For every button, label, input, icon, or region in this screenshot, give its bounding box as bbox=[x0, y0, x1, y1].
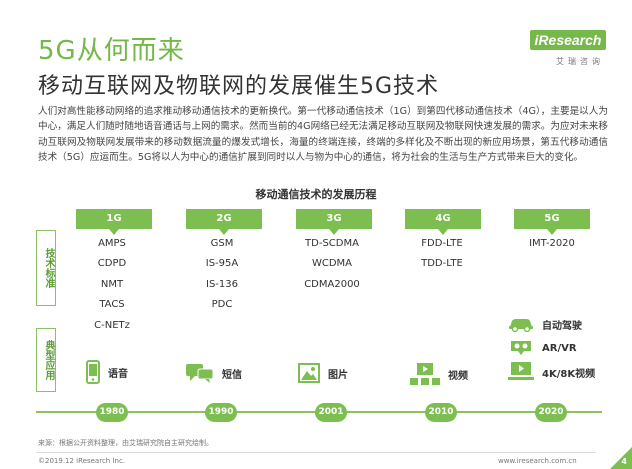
standards-3g: TD-SCDMA WCDMA CDMA2000 bbox=[294, 234, 370, 295]
standard-item: CDPD bbox=[97, 258, 127, 270]
app-label-autonomous: 自动驾驶 bbox=[542, 320, 582, 332]
standard-item: CDMA2000 bbox=[304, 278, 360, 290]
standards-1g: AMPS CDPD NMT TACS C-NETz bbox=[74, 234, 150, 336]
generation-2g: 2G bbox=[186, 209, 262, 235]
generation-3g: 3G bbox=[296, 209, 372, 235]
standard-item: AMPS bbox=[98, 238, 126, 249]
app-sms: 短信 bbox=[186, 363, 242, 383]
footer-divider bbox=[36, 452, 596, 453]
page-number: 4 bbox=[621, 457, 627, 466]
video-player-icon bbox=[410, 363, 440, 385]
app-4k8k-video: 4K/8K视频 bbox=[508, 362, 595, 382]
car-icon bbox=[509, 319, 533, 332]
standard-item: FDD-LTE bbox=[421, 238, 463, 249]
app-video: 视频 bbox=[410, 363, 468, 385]
intro-paragraph: 人们对高性能移动网络的追求推动移动通信技术的更新换代。第一代移动通信技术（1G）… bbox=[38, 106, 608, 164]
side-label-applications: 典型应用 bbox=[36, 328, 56, 392]
app-voice: 语音 bbox=[86, 360, 128, 384]
standard-item: C-NETz bbox=[94, 319, 130, 331]
generation-5g: 5G bbox=[514, 209, 590, 235]
logo-brand: iResearch bbox=[530, 30, 606, 50]
side-label-standards: 技术标准 bbox=[36, 230, 56, 306]
standard-item: TD-SCDMA bbox=[305, 238, 359, 249]
app-label-video: 视频 bbox=[448, 370, 468, 382]
logo-subtext: 艾瑞咨询 bbox=[556, 57, 604, 66]
year-1990: 1990 bbox=[205, 403, 237, 422]
app-autonomous: 自动驾驶 bbox=[508, 316, 582, 332]
standard-item: WCDMA bbox=[311, 258, 353, 270]
app-label-picture: 图片 bbox=[328, 369, 348, 381]
app-label-4k8k-video: 4K/8K视频 bbox=[542, 368, 596, 380]
page-subtitle: 移动互联网及物联网的发展催生5G技术 bbox=[38, 74, 440, 99]
year-1980: 1980 bbox=[96, 403, 128, 422]
source-note: 来源：根据公开资料整理，由艾瑞研究院自主研究绘制。 bbox=[38, 439, 213, 447]
standard-item: IS-136 bbox=[206, 278, 238, 290]
page-corner bbox=[610, 447, 632, 469]
standards-2g: GSM IS-95A IS-136 PDC bbox=[184, 234, 260, 316]
app-picture: 图片 bbox=[298, 363, 348, 383]
app-label-arvr: AR/VR bbox=[542, 342, 577, 354]
app-arvr: AR/VR bbox=[508, 339, 577, 357]
phone-icon bbox=[86, 360, 100, 384]
standard-item: IMT-2020 bbox=[529, 238, 575, 249]
page-title: 5G从何而来 bbox=[38, 36, 185, 66]
year-2001: 2001 bbox=[315, 403, 347, 422]
standard-item: PDC bbox=[211, 299, 233, 311]
standard-item: IS-95A bbox=[205, 258, 239, 270]
generation-4g: 4G bbox=[405, 209, 481, 235]
standard-item: GSM bbox=[210, 238, 234, 249]
standard-item: NMT bbox=[100, 278, 124, 290]
app-label-sms: 短信 bbox=[222, 369, 242, 381]
standard-item: TACS bbox=[99, 299, 125, 311]
app-label-voice: 语音 bbox=[108, 368, 128, 380]
iresearch-logo: iResearch 艾瑞咨询 bbox=[526, 26, 610, 66]
tv-icon bbox=[508, 362, 534, 380]
standard-item: TDD-LTE bbox=[421, 258, 463, 270]
chart-title: 移动通信技术的发展历程 bbox=[255, 188, 377, 201]
year-2020: 2020 bbox=[535, 403, 567, 422]
website-link: www.iresearch.com.cn bbox=[498, 457, 577, 465]
standards-4g: FDD-LTE TDD-LTE bbox=[404, 234, 480, 275]
vr-headset-icon bbox=[511, 341, 531, 355]
standards-5g: IMT-2020 bbox=[514, 234, 590, 254]
generation-1g: 1G bbox=[76, 209, 152, 235]
year-2010: 2010 bbox=[425, 403, 457, 422]
image-icon bbox=[298, 363, 320, 383]
chat-bubbles-icon bbox=[186, 364, 214, 383]
copyright: ©2019.12 iResearch Inc. bbox=[38, 457, 126, 465]
